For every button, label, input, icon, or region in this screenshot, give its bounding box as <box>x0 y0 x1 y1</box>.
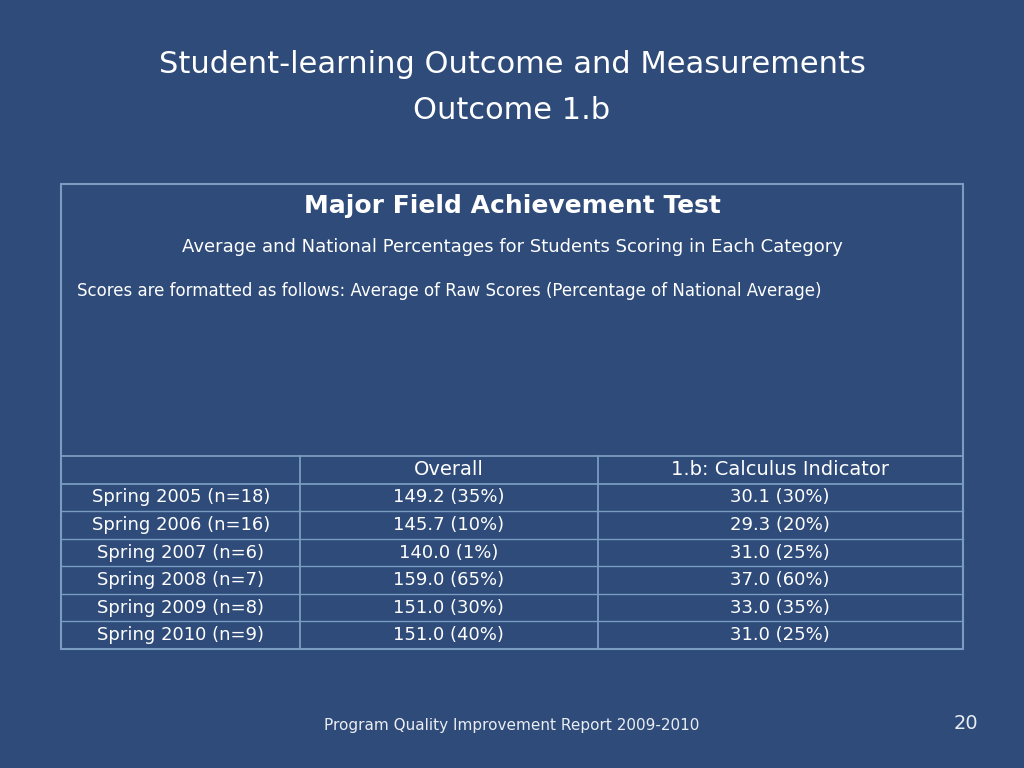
Text: 1.b: Calculus Indicator: 1.b: Calculus Indicator <box>671 460 889 479</box>
Bar <box>61 184 963 649</box>
Text: Outcome 1.b: Outcome 1.b <box>414 96 610 125</box>
Text: Spring 2005 (n=18): Spring 2005 (n=18) <box>92 488 270 506</box>
Text: Student-learning Outcome and Measurements: Student-learning Outcome and Measurement… <box>159 50 865 79</box>
Text: Spring 2010 (n=9): Spring 2010 (n=9) <box>97 626 264 644</box>
Text: Major Field Achievement Test: Major Field Achievement Test <box>303 194 721 217</box>
Text: Average and National Percentages for Students Scoring in Each Category: Average and National Percentages for Stu… <box>181 238 843 256</box>
Text: 151.0 (40%): 151.0 (40%) <box>393 626 505 644</box>
Text: Scores are formatted as follows: Average of Raw Scores (Percentage of National A: Scores are formatted as follows: Average… <box>77 282 821 300</box>
Text: Overall: Overall <box>414 460 484 479</box>
Text: 145.7 (10%): 145.7 (10%) <box>393 516 505 534</box>
Text: Spring 2009 (n=8): Spring 2009 (n=8) <box>97 598 264 617</box>
Text: 31.0 (25%): 31.0 (25%) <box>730 544 830 561</box>
Text: 149.2 (35%): 149.2 (35%) <box>393 488 505 506</box>
Text: 20: 20 <box>953 714 978 733</box>
Text: 151.0 (30%): 151.0 (30%) <box>393 598 505 617</box>
Text: Spring 2006 (n=16): Spring 2006 (n=16) <box>92 516 270 534</box>
Text: 159.0 (65%): 159.0 (65%) <box>393 571 505 589</box>
Text: Spring 2008 (n=7): Spring 2008 (n=7) <box>97 571 264 589</box>
Text: 33.0 (35%): 33.0 (35%) <box>730 598 830 617</box>
Text: 30.1 (30%): 30.1 (30%) <box>730 488 829 506</box>
Text: 140.0 (1%): 140.0 (1%) <box>399 544 499 561</box>
Text: Spring 2007 (n=6): Spring 2007 (n=6) <box>97 544 264 561</box>
Text: 31.0 (25%): 31.0 (25%) <box>730 626 830 644</box>
Text: Program Quality Improvement Report 2009-2010: Program Quality Improvement Report 2009-… <box>325 718 699 733</box>
Text: 29.3 (20%): 29.3 (20%) <box>730 516 830 534</box>
Text: 37.0 (60%): 37.0 (60%) <box>730 571 829 589</box>
